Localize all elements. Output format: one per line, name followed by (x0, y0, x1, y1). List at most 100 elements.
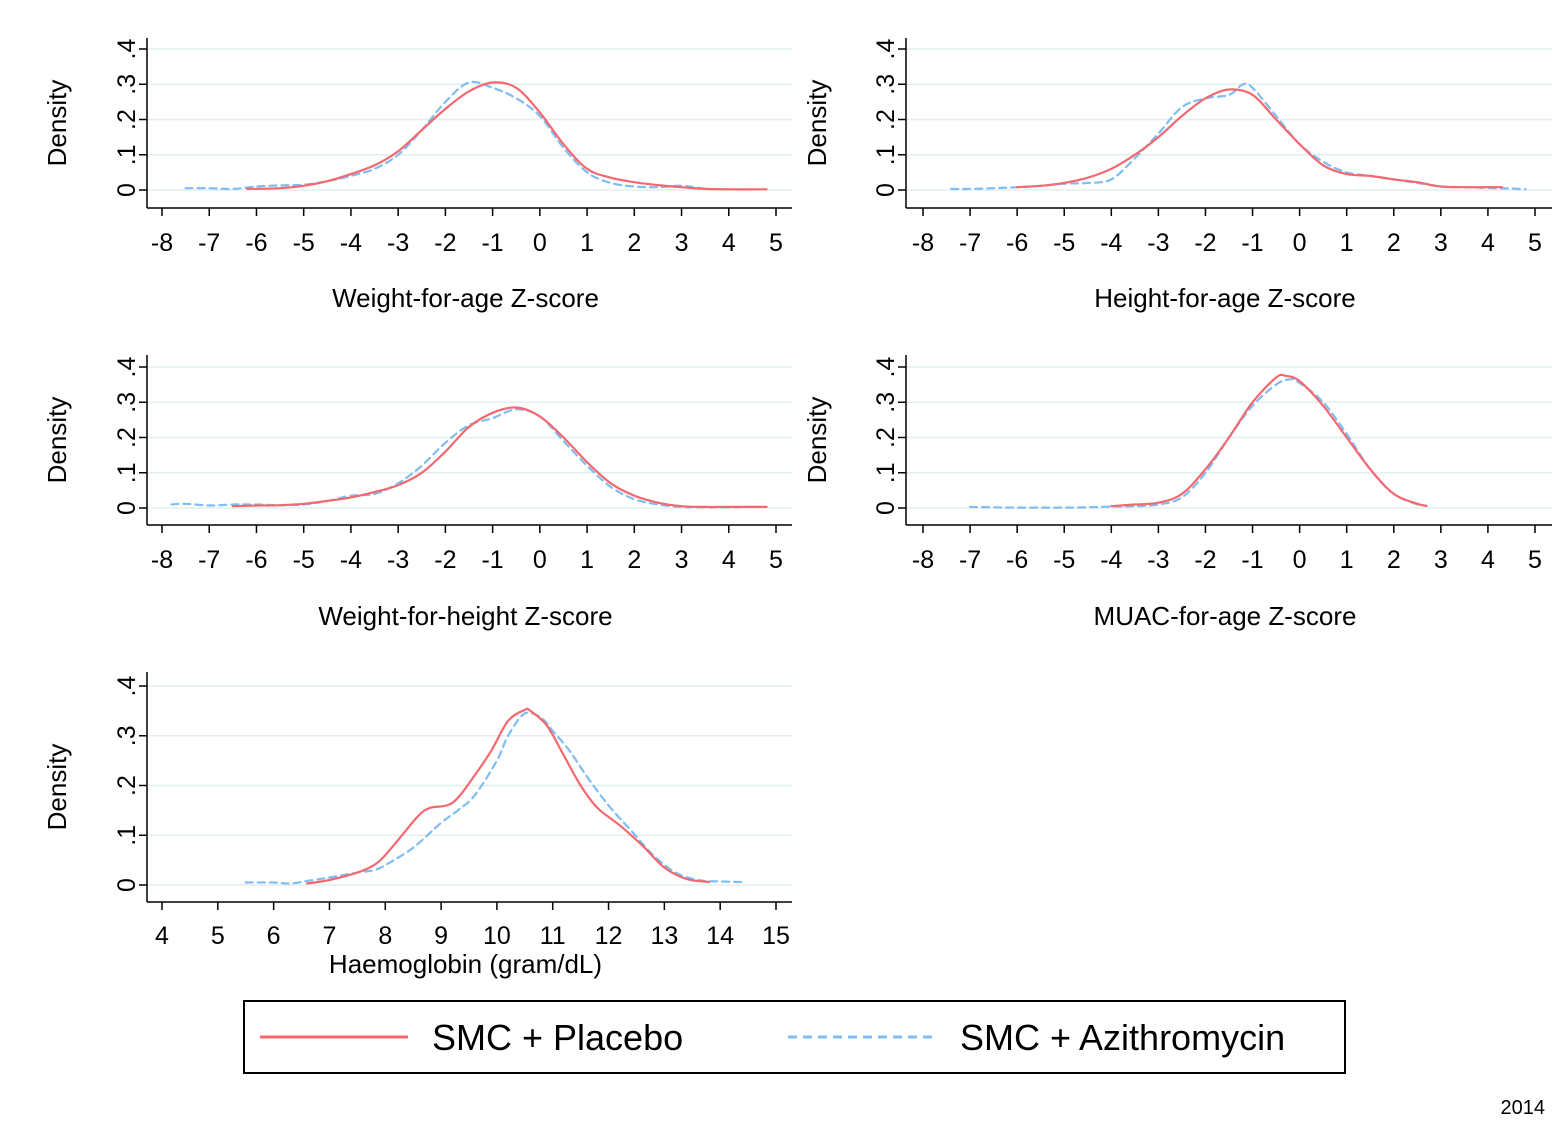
series-line-azithromycin (246, 713, 743, 884)
y-tick-label: .4 (872, 38, 900, 59)
x-tick-label: 1 (1340, 229, 1354, 257)
x-tick-label: 9 (434, 922, 448, 950)
x-tick-label: -2 (1194, 546, 1216, 574)
x-tick-label: -7 (959, 546, 981, 574)
x-tick-label: 15 (762, 922, 790, 950)
x-tick-label: 2 (1387, 546, 1401, 574)
x-tick-label: 2 (1387, 229, 1401, 257)
x-tick-label: 2 (627, 229, 641, 257)
series-line-azithromycin (951, 83, 1525, 189)
x-tick-label: -3 (387, 229, 409, 257)
y-tick-label: 0 (113, 878, 141, 892)
y-tick-label: .2 (113, 775, 141, 796)
x-tick-label: 0 (533, 546, 547, 574)
chart-panel-3: 0 .1 .2 .3 .4 -8 -7 -6 -5 -4 -3 -2 -1 0 1 2 3 4 5 Weight-fo… (42, 355, 792, 631)
x-tick-label: -1 (1241, 229, 1263, 257)
chart-panel-5: 0 .1 .2 .3 .4 4 5 6 7 8 9 10 11 12 13 14 15 Haemoglobin (… (42, 672, 792, 979)
y-tick-label: .2 (872, 109, 900, 130)
x-axis-title: Weight-for-height Z-score (318, 601, 612, 631)
y-tick-label: .2 (872, 427, 900, 448)
x-tick-label: -6 (245, 229, 267, 257)
x-tick-label: 2 (627, 546, 641, 574)
x-tick-label: 14 (706, 922, 734, 950)
x-tick-label: -4 (340, 546, 362, 574)
y-tick-label: .3 (872, 74, 900, 95)
x-tick-label: 8 (378, 922, 392, 950)
y-tick-label: .1 (113, 825, 141, 846)
y-tick-label: .3 (113, 392, 141, 413)
y-tick-label: .1 (872, 144, 900, 165)
x-tick-label: -1 (481, 546, 503, 574)
y-tick-label: 0 (113, 501, 141, 515)
x-axis-title: Haemoglobin (gram/dL) (329, 949, 602, 979)
x-tick-label: -5 (1053, 229, 1075, 257)
x-tick-label: -3 (1147, 229, 1169, 257)
x-tick-label: 7 (323, 922, 337, 950)
series-line-azithromycin (171, 409, 752, 507)
x-tick-label: 5 (211, 922, 225, 950)
y-tick-label: .3 (113, 725, 141, 746)
x-tick-label: -5 (1053, 546, 1075, 574)
x-tick-label: 3 (675, 229, 689, 257)
x-tick-label: 4 (1481, 546, 1495, 574)
x-tick-label: 1 (580, 229, 594, 257)
y-axis-title: Density (42, 80, 72, 167)
x-tick-label: 1 (1340, 546, 1354, 574)
x-tick-label: 4 (722, 229, 736, 257)
y-axis-title: Density (42, 744, 72, 831)
y-tick-label: .4 (113, 356, 141, 377)
x-tick-label: 4 (155, 922, 169, 950)
x-tick-label: 5 (1528, 229, 1542, 257)
year-note: 2014 (1501, 1097, 1546, 1119)
y-tick-label: .1 (872, 462, 900, 483)
x-tick-label: 3 (1434, 546, 1448, 574)
x-tick-label: -7 (959, 229, 981, 257)
x-axis-title: MUAC-for-age Z-score (1094, 601, 1357, 631)
x-tick-label: -1 (1241, 546, 1263, 574)
x-axis-title: Height-for-age Z-score (1094, 283, 1356, 313)
x-tick-label: -4 (1100, 546, 1122, 574)
x-tick-label: 11 (540, 922, 566, 950)
x-tick-label: -7 (198, 546, 220, 574)
y-tick-label: .4 (113, 675, 141, 696)
y-axis-title: Density (802, 80, 832, 167)
x-tick-label: 3 (675, 546, 689, 574)
x-tick-label: -6 (1006, 546, 1028, 574)
x-tick-label: -6 (245, 546, 267, 574)
y-tick-label: 0 (872, 183, 900, 197)
y-tick-label: .4 (113, 38, 141, 59)
x-tick-label: -1 (481, 229, 503, 257)
series-line-azithromycin (186, 82, 706, 189)
x-tick-label: 13 (650, 922, 678, 950)
x-tick-label: -3 (1147, 546, 1169, 574)
chart-panel-4: 0 .1 .2 .3 .4 -8 -7 -6 -5 -4 -3 -2 -1 0 1 2 3 4 5 MUAC-for-… (802, 355, 1552, 631)
y-tick-label: .2 (113, 109, 141, 130)
x-tick-label: -2 (1194, 229, 1216, 257)
x-tick-label: -7 (198, 229, 220, 257)
x-tick-label: 5 (769, 546, 783, 574)
series-line-placebo (247, 82, 767, 189)
series-line-placebo (1017, 89, 1502, 187)
x-tick-label: 0 (1293, 229, 1307, 257)
x-tick-label: 0 (1293, 546, 1307, 574)
y-tick-label: .4 (872, 356, 900, 377)
y-tick-label: 0 (872, 501, 900, 515)
y-axis-title: Density (42, 397, 72, 484)
x-tick-label: 4 (1481, 229, 1495, 257)
y-tick-label: .1 (113, 462, 141, 483)
x-tick-label: 12 (595, 922, 623, 950)
y-tick-label: .3 (872, 392, 900, 413)
x-tick-label: -2 (434, 229, 456, 257)
legend-label-placebo: SMC + Placebo (432, 1017, 683, 1058)
x-tick-label: -5 (293, 546, 315, 574)
legend-label-azithromycin: SMC + Azithromycin (960, 1017, 1285, 1058)
y-tick-label: 0 (113, 183, 141, 197)
series-line-placebo (1111, 375, 1426, 506)
y-tick-label: .1 (113, 144, 141, 165)
x-tick-label: -6 (1006, 229, 1028, 257)
x-tick-label: -4 (340, 229, 362, 257)
chart-panel-2: 0 .1 .2 .3 .4 -8 -7 -6 -5 -4 -3 -2 -1 0 1 2 3 4 5 Height-fo… (802, 38, 1552, 313)
series-line-placebo (233, 407, 767, 507)
x-tick-label: 1 (580, 546, 594, 574)
